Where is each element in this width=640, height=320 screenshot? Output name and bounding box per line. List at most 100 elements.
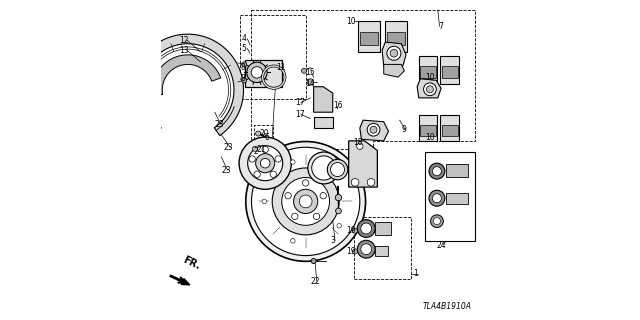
Circle shape bbox=[291, 160, 295, 164]
Text: 5: 5 bbox=[242, 44, 246, 53]
Bar bbox=[375, 246, 388, 256]
Circle shape bbox=[433, 194, 442, 203]
Text: 22: 22 bbox=[310, 276, 320, 285]
Circle shape bbox=[429, 190, 445, 206]
Circle shape bbox=[369, 248, 375, 255]
Circle shape bbox=[431, 215, 444, 228]
Bar bbox=[442, 66, 458, 78]
Bar bbox=[420, 125, 436, 136]
Text: FR.: FR. bbox=[181, 255, 202, 271]
Circle shape bbox=[424, 83, 436, 96]
Bar bbox=[440, 56, 459, 84]
Text: 23: 23 bbox=[224, 143, 234, 152]
Text: 15: 15 bbox=[305, 68, 315, 77]
Text: 12: 12 bbox=[179, 36, 188, 45]
Bar bbox=[420, 66, 436, 78]
Circle shape bbox=[275, 156, 282, 162]
Bar bbox=[446, 164, 467, 177]
Circle shape bbox=[242, 78, 246, 83]
Text: 11: 11 bbox=[276, 63, 285, 72]
Bar bbox=[385, 21, 407, 52]
Text: 23: 23 bbox=[221, 166, 231, 175]
Circle shape bbox=[251, 67, 262, 78]
Polygon shape bbox=[384, 64, 404, 77]
Circle shape bbox=[370, 126, 377, 133]
Circle shape bbox=[252, 146, 257, 151]
Circle shape bbox=[335, 195, 342, 201]
Bar bbox=[245, 60, 282, 87]
Polygon shape bbox=[314, 117, 333, 128]
Circle shape bbox=[248, 146, 283, 181]
Text: 10: 10 bbox=[346, 17, 356, 26]
Circle shape bbox=[262, 146, 268, 153]
Text: 20: 20 bbox=[259, 129, 269, 138]
Bar bbox=[425, 152, 474, 241]
Text: 8: 8 bbox=[241, 74, 245, 83]
Circle shape bbox=[282, 178, 330, 225]
Bar bbox=[358, 21, 380, 52]
Circle shape bbox=[382, 228, 387, 233]
Text: 16: 16 bbox=[333, 101, 343, 110]
Circle shape bbox=[291, 239, 295, 243]
Text: 10: 10 bbox=[425, 133, 435, 142]
Text: 10: 10 bbox=[425, 73, 435, 82]
Bar bbox=[440, 116, 459, 141]
Circle shape bbox=[246, 62, 267, 83]
Circle shape bbox=[260, 158, 270, 168]
Circle shape bbox=[337, 175, 341, 179]
Circle shape bbox=[356, 143, 363, 149]
Circle shape bbox=[255, 131, 260, 136]
Circle shape bbox=[308, 152, 340, 184]
Text: 18: 18 bbox=[353, 138, 363, 147]
Polygon shape bbox=[417, 79, 441, 98]
Text: 1: 1 bbox=[413, 269, 418, 278]
Text: 21: 21 bbox=[256, 145, 266, 154]
Circle shape bbox=[255, 154, 275, 173]
Circle shape bbox=[382, 249, 387, 254]
Circle shape bbox=[327, 159, 348, 180]
Circle shape bbox=[429, 163, 445, 179]
Circle shape bbox=[311, 259, 316, 264]
Circle shape bbox=[300, 195, 312, 208]
Text: 7: 7 bbox=[438, 22, 444, 31]
Circle shape bbox=[426, 86, 433, 93]
Bar bbox=[419, 116, 437, 141]
Text: 3: 3 bbox=[330, 236, 335, 245]
Text: TLA4B1910A: TLA4B1910A bbox=[422, 302, 471, 311]
Circle shape bbox=[246, 141, 365, 261]
Circle shape bbox=[433, 167, 442, 176]
Circle shape bbox=[303, 180, 309, 186]
Text: 13: 13 bbox=[179, 45, 188, 55]
Bar bbox=[387, 32, 405, 45]
Circle shape bbox=[367, 123, 380, 136]
Text: 17: 17 bbox=[295, 98, 305, 107]
Circle shape bbox=[335, 208, 341, 214]
Polygon shape bbox=[382, 42, 406, 66]
Circle shape bbox=[252, 147, 360, 256]
Circle shape bbox=[337, 224, 341, 228]
Circle shape bbox=[367, 179, 375, 186]
Circle shape bbox=[294, 189, 318, 213]
Circle shape bbox=[239, 137, 291, 189]
Circle shape bbox=[361, 244, 372, 255]
Bar bbox=[360, 32, 378, 45]
Text: 24: 24 bbox=[437, 241, 447, 250]
Circle shape bbox=[270, 171, 276, 178]
Text: 19: 19 bbox=[346, 226, 355, 235]
Text: 9: 9 bbox=[401, 125, 406, 134]
Circle shape bbox=[272, 168, 339, 235]
Circle shape bbox=[242, 62, 246, 67]
Circle shape bbox=[387, 46, 401, 60]
Circle shape bbox=[351, 179, 359, 186]
Text: 8: 8 bbox=[241, 63, 245, 72]
Text: 2: 2 bbox=[253, 147, 258, 156]
Circle shape bbox=[353, 228, 358, 233]
Circle shape bbox=[254, 171, 260, 178]
Bar bbox=[446, 193, 467, 204]
Circle shape bbox=[312, 156, 336, 180]
Circle shape bbox=[314, 213, 320, 220]
Circle shape bbox=[307, 79, 314, 85]
Bar bbox=[254, 125, 273, 146]
Bar bbox=[375, 222, 391, 235]
Text: 17: 17 bbox=[295, 110, 305, 119]
